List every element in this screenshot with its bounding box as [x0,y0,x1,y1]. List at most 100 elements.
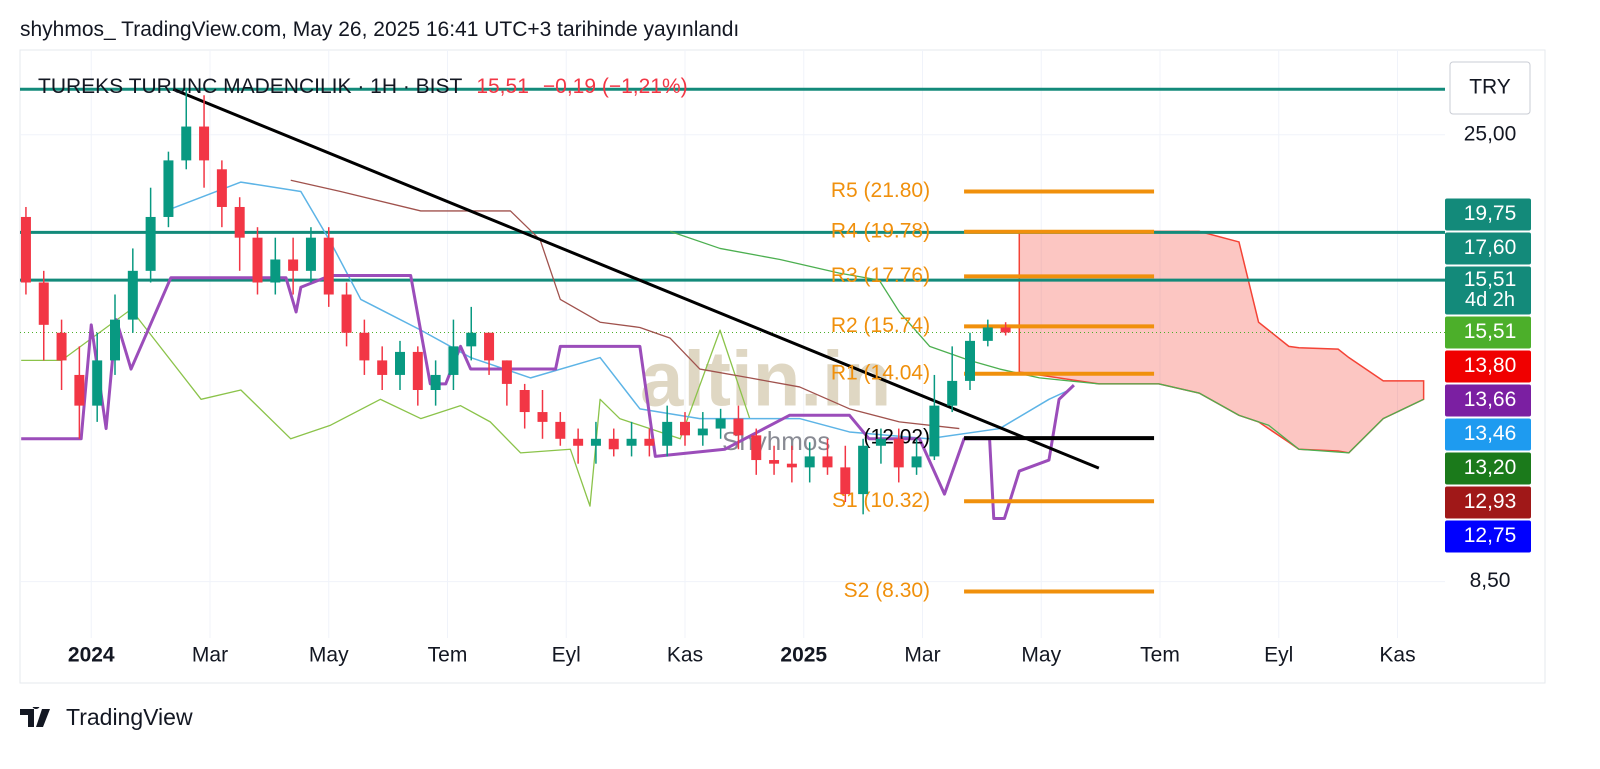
candle-body [1000,327,1011,333]
price-badge-label: 13,80 [1464,354,1517,377]
x-tick-label: Tem [428,644,468,667]
last-price: 15,51 [476,75,529,98]
candle-body [786,463,797,468]
price-badge [1445,266,1531,315]
candle-body [733,418,744,436]
price-badge-label: 13,20 [1464,456,1517,479]
candle-body [127,270,138,320]
candle-body [448,346,459,375]
candle-body [305,237,316,271]
price-badge-label: 15,51 [1464,320,1517,343]
published-line: shyhmos_ TradingView.com, May 26, 2025 1… [20,18,740,41]
x-tick-label: Eyl [1264,644,1293,667]
pivot-label: R3 (17.76) [831,264,930,287]
candle-body [982,327,993,341]
candle-body [947,380,958,406]
currency-box [1449,61,1531,115]
brand-name: TradingView [66,704,193,730]
candle-body [145,216,156,271]
price-badge-label: 13,66 [1464,388,1517,411]
candle-body [680,421,690,436]
candle-body [965,340,975,381]
price-badge [1445,198,1531,231]
candle-body [715,418,726,429]
x-tick-label: 2025 [780,644,827,667]
candle-body [893,438,904,468]
candle-body [395,351,405,375]
footer: TradingView [20,704,193,731]
candle-body [234,206,245,238]
candle-body [38,282,49,325]
candle-body [590,438,601,446]
candle-body [751,435,762,461]
candle-body [875,438,886,446]
pivot-label: R5 (21.80) [831,179,930,202]
candle-body [56,332,67,361]
chart-frame [19,49,1546,684]
candle-body [341,294,352,333]
candle-body [840,467,851,495]
indicator-line [290,179,960,430]
x-tick-label: 2024 [68,644,115,667]
indicator-line [172,87,1100,470]
x-tick-label: Tem [1140,644,1180,667]
pivot-label: R4 (19.78) [831,219,930,242]
candle-body [537,412,548,422]
price-badge-label: 19,75 [1464,202,1517,225]
x-tick-label: Mar [192,644,228,667]
watermark: altin.in [640,335,891,423]
candle-body [199,126,210,161]
pivot-label: S2 (8.30) [844,579,930,602]
price-badge [1445,232,1531,265]
indicator-line [21,273,1075,520]
price-badge-label: 13,46 [1464,422,1517,445]
pivot-label: R1 (14.04) [831,361,930,384]
price-badge [1445,384,1531,417]
price-badge-label: 12,75 [1464,524,1517,547]
candle-body [644,438,655,446]
candle-body [323,237,334,295]
candle-body [769,460,780,464]
price-badge-label: 17,60 [1464,236,1517,259]
brand-logo [20,706,50,727]
currency: TRY [1469,76,1511,99]
x-tick-label: Eyl [552,644,581,667]
candle-body [252,237,263,283]
candle-body [697,428,708,436]
pivot-label: R2 (15.74) [831,314,930,337]
candle-body [74,374,85,406]
y-tick-label: 8,50 [1470,569,1511,592]
symbol-line: TUREKS TURUNC MADENCILIK · 1H · BIST 15,5… [38,75,688,98]
candle-body [110,319,120,361]
candle-body [911,456,922,468]
y-tick-label: 25,00 [1464,122,1517,145]
candle-body [466,332,477,347]
candle-body [555,421,566,439]
candle-body [804,456,815,468]
candle-body [216,169,227,207]
candle-body [501,360,512,384]
candle-body [519,390,530,413]
price-badge [1445,452,1531,485]
candle-body [608,438,619,450]
candle-body [822,456,833,468]
candle-body [163,160,174,217]
x-tick-label: Mar [904,644,940,667]
candle-body [662,421,673,446]
candle-body [377,360,388,375]
x-tick-label: Kas [1379,644,1415,667]
candle-body [626,438,637,446]
candle-body [359,332,370,361]
pivot-label: S1 (10.32) [832,489,930,512]
x-tick-label: May [1021,644,1061,667]
price-badge [1445,520,1531,553]
price-badge-label: 12,93 [1464,490,1517,513]
candle-body [181,126,192,161]
candle-body [92,360,103,406]
candle-body [288,259,299,271]
price-badge [1445,350,1531,383]
x-tick-label: May [309,644,349,667]
indicator-line [170,181,1070,440]
